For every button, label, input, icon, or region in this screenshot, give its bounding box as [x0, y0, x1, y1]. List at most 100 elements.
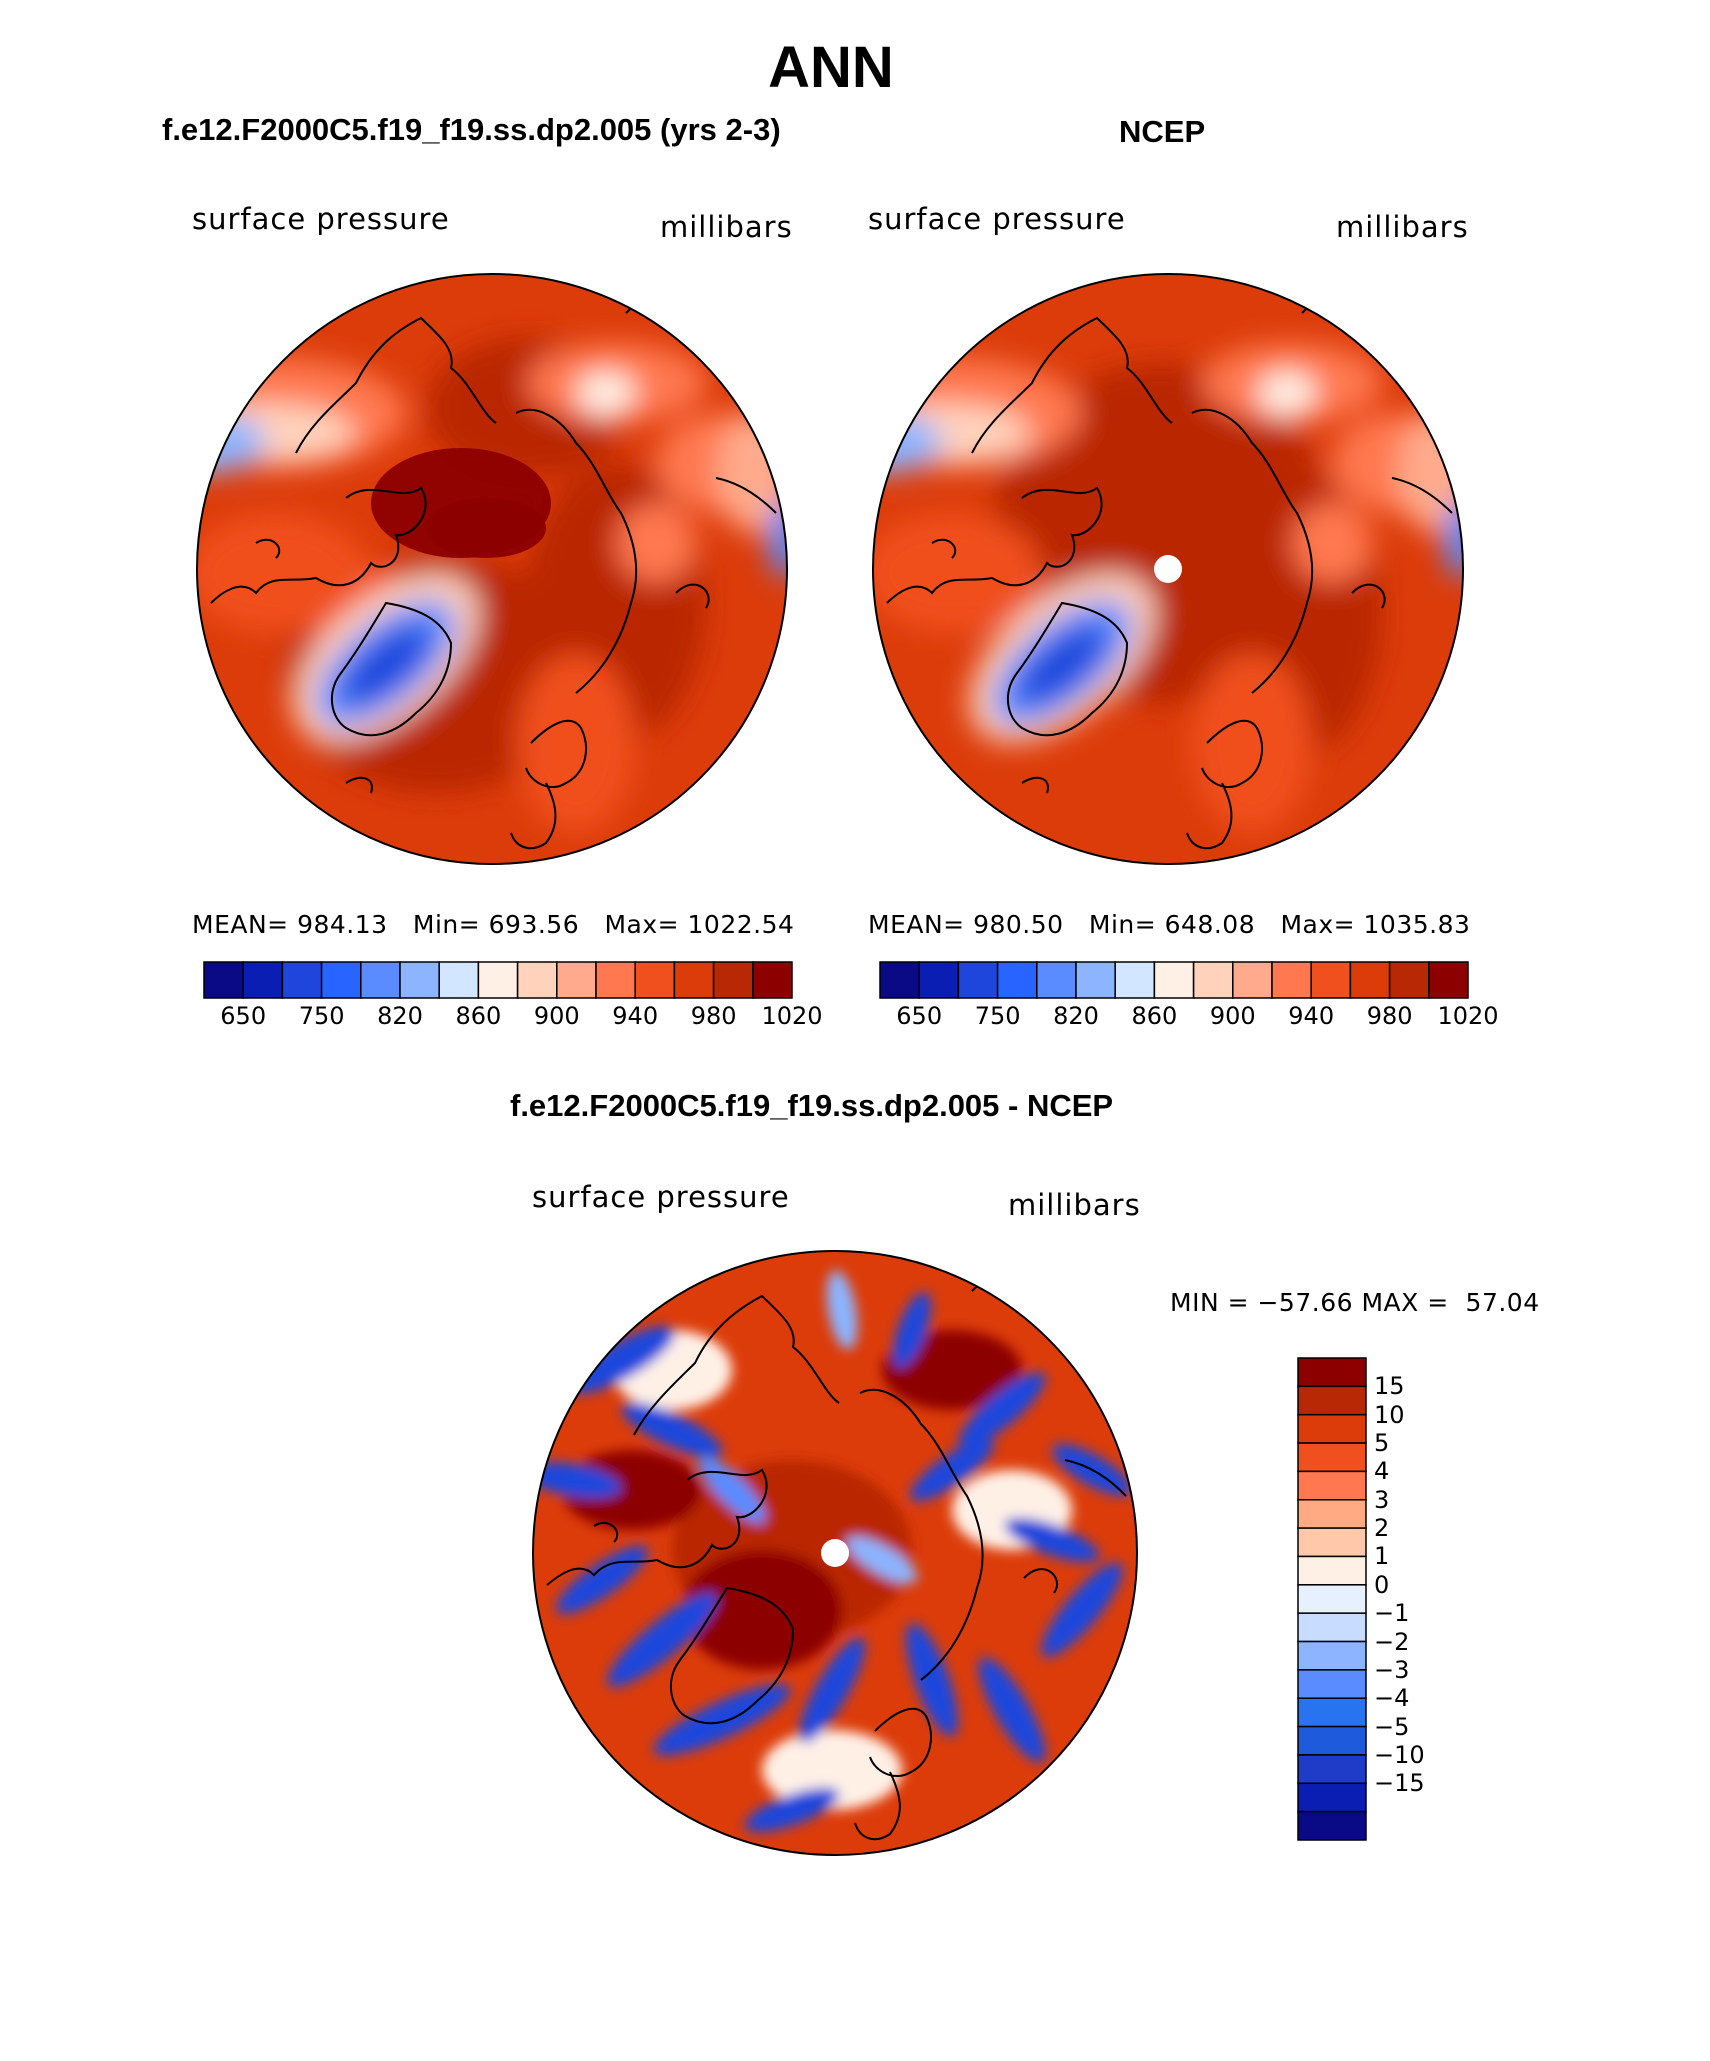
model-stats: MEAN= 984.13 Min= 693.56 Max= 1022.54: [192, 910, 795, 939]
colorbar-tick-label: 860: [1131, 1002, 1178, 1030]
colorbar-swatch: [1153, 961, 1195, 999]
colorbar-tick-label: 15: [1374, 1372, 1405, 1401]
colorbar-tick-label: 900: [533, 1002, 580, 1030]
colorbar-swatch: [1114, 961, 1156, 999]
colorbar-swatch: [1297, 1555, 1367, 1586]
colorbar-swatch: [1036, 961, 1077, 999]
colorbar-swatch: [1192, 961, 1234, 999]
colorbar-swatch: [1297, 1442, 1367, 1473]
difference-colorbar-ticks: 15 10 5 4 3 2 1 0 −1 −2 −3 −4 −5 −10 −15: [1374, 1358, 1494, 1840]
colorbar-tick-label: −4: [1374, 1684, 1410, 1713]
colorbar-swatch: [1349, 961, 1391, 999]
colorbar-swatch: [712, 961, 754, 999]
model-colorbar-ticks: 650 750 820 860 900 940 980 1020: [204, 1002, 822, 1032]
obs-variable-label: surface pressure: [868, 202, 1126, 236]
colorbar-tick-label: −10: [1374, 1740, 1425, 1769]
colorbar-swatch: [1297, 1385, 1367, 1416]
obs-stats: MEAN= 980.50 Min= 648.08 Max= 1035.83: [868, 910, 1471, 939]
colorbar-swatch: [203, 961, 244, 999]
colorbar-swatch: [1297, 1754, 1367, 1785]
difference-title: f.e12.F2000C5.f19_f19.ss.dp2.005 - NCEP: [510, 1088, 1114, 1123]
colorbar-swatch: [320, 961, 362, 999]
colorbar-swatch: [1297, 1697, 1367, 1728]
colorbar-tick-label: 10: [1374, 1400, 1405, 1429]
obs-colorbar-ticks: 650 750 820 860 900 940 980 1020: [880, 1002, 1498, 1032]
colorbar-tick-label: 860: [455, 1002, 502, 1030]
colorbar-tick-label: −3: [1374, 1655, 1410, 1684]
colorbar-tick-label: 1: [1374, 1542, 1390, 1571]
figure-title: ANN: [768, 35, 894, 100]
model-units-label: millibars: [660, 210, 793, 244]
colorbar-tick-label: 820: [1053, 1002, 1099, 1030]
obs-panel-title: NCEP: [1119, 114, 1206, 149]
model-panel-title: f.e12.F2000C5.f19_f19.ss.dp2.005 (yrs 2-…: [162, 112, 781, 147]
colorbar-swatch: [1428, 961, 1469, 999]
model-variable-label: surface pressure: [192, 202, 450, 236]
colorbar-tick-label: −5: [1374, 1712, 1410, 1741]
colorbar-swatch: [752, 961, 793, 999]
colorbar-tick-label: 940: [1288, 1002, 1335, 1030]
colorbar-tick-label: 980: [690, 1002, 737, 1030]
colorbar-tick-label: −2: [1374, 1627, 1410, 1656]
obs-units-label: millibars: [1336, 210, 1469, 244]
colorbar-swatch: [242, 961, 284, 999]
colorbar-tick-label: −15: [1374, 1769, 1425, 1798]
colorbar-tick-label: 750: [298, 1002, 345, 1030]
colorbar-swatch: [595, 961, 636, 999]
colorbar-swatch: [477, 961, 519, 999]
colorbar-swatch: [438, 961, 480, 999]
colorbar-tick-label: 4: [1374, 1457, 1390, 1486]
colorbar-tick-label: 650: [896, 1002, 943, 1030]
difference-polar-map: [532, 1250, 1138, 1856]
colorbar-tick-label: 3: [1374, 1485, 1390, 1514]
colorbar-swatch: [1271, 961, 1312, 999]
colorbar-swatch: [957, 961, 999, 999]
colorbar-swatch: [918, 961, 960, 999]
colorbar-swatch: [1297, 1527, 1367, 1558]
colorbar-swatch: [1297, 1413, 1367, 1444]
difference-units-label: millibars: [1008, 1188, 1141, 1222]
colorbar-swatch: [516, 961, 558, 999]
colorbar-swatch: [281, 961, 323, 999]
difference-colorbar: [1297, 1357, 1367, 1841]
colorbar-swatch: [1297, 1669, 1367, 1699]
difference-minmax: MIN = −57.66 MAX = 57.04: [1170, 1288, 1540, 1317]
colorbar-tick-label: 940: [612, 1002, 659, 1030]
colorbar-swatch: [996, 961, 1038, 999]
colorbar-swatch: [1297, 1640, 1367, 1671]
colorbar-tick-label: 650: [220, 1002, 267, 1030]
colorbar-swatch: [1297, 1470, 1367, 1501]
colorbar-tick-label: 820: [377, 1002, 423, 1030]
colorbar-swatch: [1297, 1725, 1367, 1756]
colorbar-swatch: [399, 961, 440, 999]
colorbar-swatch: [1297, 1782, 1367, 1813]
colorbar-tick-label: 5: [1374, 1429, 1390, 1458]
colorbar-tick-label: −1: [1374, 1599, 1410, 1628]
colorbar-swatch: [1232, 961, 1273, 999]
colorbar-tick-label: 980: [1366, 1002, 1413, 1030]
colorbar-tick-label: 1020: [761, 1002, 823, 1030]
colorbar-tick-label: 900: [1209, 1002, 1256, 1030]
difference-variable-label: surface pressure: [532, 1180, 790, 1214]
colorbar-swatch: [556, 961, 597, 999]
colorbar-swatch: [1297, 1612, 1367, 1643]
colorbar-swatch: [879, 961, 920, 999]
colorbar-swatch: [1075, 961, 1116, 999]
colorbar-swatch: [1297, 1357, 1367, 1388]
colorbar-tick-label: 750: [974, 1002, 1021, 1030]
obs-colorbar: [879, 961, 1469, 999]
colorbar-tick-label: 1020: [1437, 1002, 1499, 1030]
colorbar-swatch: [1388, 961, 1430, 999]
colorbar-swatch: [1297, 1584, 1367, 1614]
colorbar-swatch: [634, 961, 676, 999]
model-polar-map: [196, 273, 788, 865]
colorbar-tick-label: 2: [1374, 1514, 1390, 1543]
obs-polar-map: [872, 273, 1464, 865]
colorbar-tick-label: 0: [1374, 1570, 1390, 1599]
colorbar-swatch: [1297, 1499, 1367, 1529]
colorbar-swatch: [1310, 961, 1352, 999]
colorbar-swatch: [360, 961, 401, 999]
colorbar-swatch: [673, 961, 715, 999]
colorbar-swatch: [1297, 1810, 1367, 1841]
model-colorbar: [203, 961, 793, 999]
